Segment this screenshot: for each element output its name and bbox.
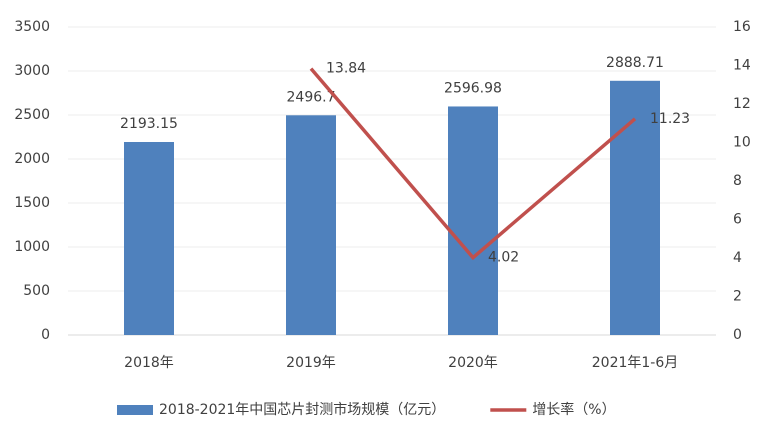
y2-tick-label: 0 — [733, 327, 742, 343]
legend-swatch — [117, 405, 153, 415]
line-value-label: 13.84 — [326, 61, 366, 77]
x-tick-label: 2018年 — [124, 355, 174, 371]
y2-tick-label: 14 — [733, 58, 751, 74]
y2-tick-label: 6 — [733, 212, 742, 228]
y-tick-label: 1500 — [14, 195, 50, 211]
x-tick-label: 2021年1-6月 — [592, 355, 679, 371]
y2-tick-label: 2 — [733, 289, 742, 305]
bar — [286, 115, 336, 335]
bar — [610, 80, 660, 335]
legend-label: 增长率（%） — [532, 401, 615, 418]
y-tick-label: 2000 — [14, 151, 50, 167]
bar-value-label: 2496.7 — [287, 89, 336, 105]
bar-value-label: 2888.71 — [606, 55, 664, 71]
bar — [124, 142, 174, 335]
line-value-label: 4.02 — [488, 250, 519, 266]
y-tick-label: 1000 — [14, 239, 50, 255]
line-value-label: 11.23 — [650, 111, 690, 127]
x-tick-label: 2020年 — [448, 355, 498, 371]
y-tick-label: 2500 — [14, 107, 50, 123]
y-tick-label: 3500 — [14, 19, 50, 35]
legend-label: 2018-2021年中国芯片封测市场规模（亿元） — [159, 401, 445, 418]
y2-tick-label: 4 — [733, 250, 742, 266]
y2-tick-label: 10 — [733, 135, 751, 151]
x-tick-label: 2019年 — [286, 355, 336, 371]
bar-value-label: 2596.98 — [444, 80, 502, 96]
y-tick-label: 500 — [23, 283, 50, 299]
line — [309, 67, 637, 261]
y2-tick-label: 16 — [733, 19, 751, 35]
y2-tick-label: 12 — [733, 96, 751, 112]
bar-value-label: 2193.15 — [120, 116, 178, 132]
y-tick-label: 3000 — [14, 63, 50, 79]
bar — [448, 106, 498, 335]
y-tick-label: 0 — [41, 327, 50, 343]
y2-tick-label: 8 — [733, 173, 742, 189]
